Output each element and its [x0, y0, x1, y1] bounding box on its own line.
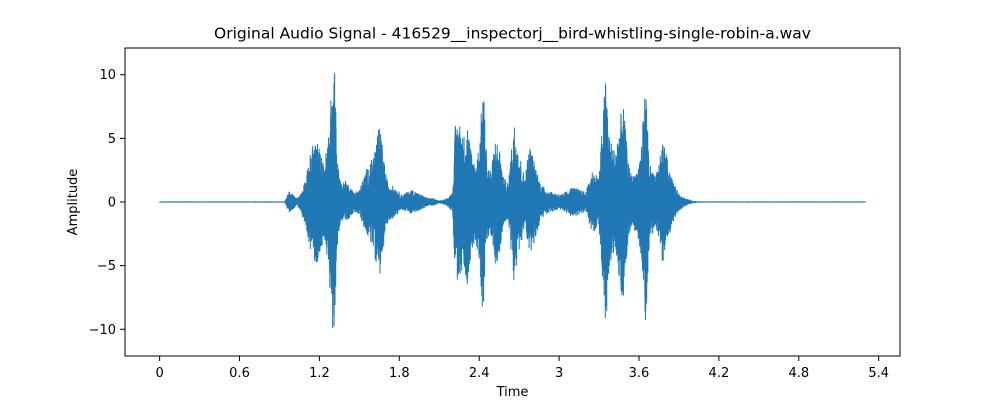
audio-signal-line — [159, 72, 866, 329]
y-tick-label: 0 — [108, 196, 116, 211]
x-tick-label: 0 — [155, 366, 163, 381]
x-axis-ticks: 0 0.6 1.2 1.8 2.4 3 3.6 4.2 4.8 5.4 — [155, 356, 889, 381]
x-tick-label: 5.4 — [868, 366, 889, 381]
y-tick-label: 10 — [99, 68, 116, 83]
x-tick-label: 2.4 — [469, 366, 490, 381]
y-tick-label: −10 — [89, 323, 116, 338]
y-axis-label: Amplitude — [66, 169, 81, 236]
x-tick-label: 4.2 — [709, 366, 730, 381]
x-tick-label: 4.8 — [788, 366, 809, 381]
y-tick-label: −5 — [97, 259, 116, 274]
waveform-series — [159, 72, 866, 329]
x-tick-label: 1.8 — [389, 366, 410, 381]
x-tick-label: 3.6 — [629, 366, 650, 381]
x-tick-label: 1.2 — [309, 366, 330, 381]
y-axis-ticks: −10 −5 0 5 10 — [89, 68, 125, 338]
x-tick-label: 3 — [555, 366, 563, 381]
x-axis-label: Time — [496, 385, 529, 400]
x-tick-label: 0.6 — [229, 366, 250, 381]
y-tick-label: 5 — [108, 132, 116, 147]
chart-title: Original Audio Signal - 416529__inspecto… — [214, 25, 811, 44]
